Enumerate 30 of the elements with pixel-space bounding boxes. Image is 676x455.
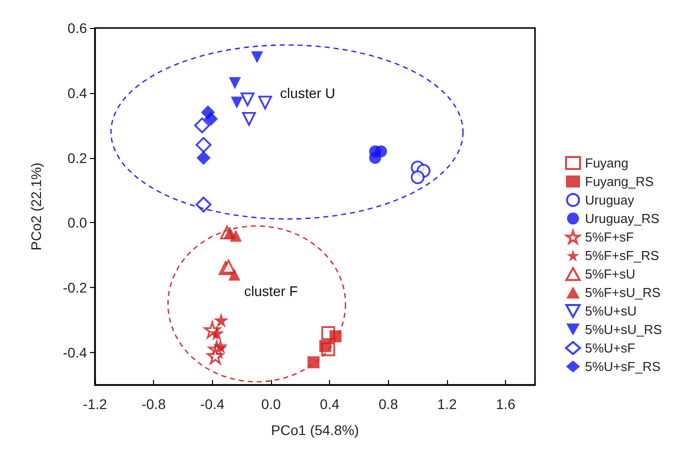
x-axis-title: PCo1 (54.8%) xyxy=(271,422,359,438)
legend-label: Fuyang xyxy=(585,156,628,170)
legend-label: 5%F+sF_RS xyxy=(585,248,660,263)
legend-label: 5%F+sU xyxy=(585,266,636,282)
y-tick-label: -0.4 xyxy=(62,344,88,361)
annotation: cluster U xyxy=(280,84,336,101)
x-tick-label: 0.0 xyxy=(261,396,281,412)
x-tick-label: 0.8 xyxy=(378,396,398,412)
legend-label: 5%U+sF xyxy=(585,340,636,356)
legend-label: 5%U+sU xyxy=(585,304,637,318)
legend-label: Fuyang_RS xyxy=(585,174,654,189)
x-tick-label: -0.4 xyxy=(200,396,225,412)
x-tick-label: 1.6 xyxy=(496,396,516,412)
legend-label: 5%U+sU_RS xyxy=(585,322,662,337)
legend-label: Uruguay_RS xyxy=(585,211,660,226)
legend-label: Uruguay xyxy=(585,192,635,208)
y-axis-title: PCo2 (22.1%) xyxy=(28,162,44,250)
x-tick-label: -0.8 xyxy=(142,396,166,412)
legend-label: 5%F+sU_RS xyxy=(585,285,661,300)
legend-label: 5%F+sF xyxy=(585,230,634,244)
x-tick-label: 1.2 xyxy=(437,396,457,412)
annotation: cluster F xyxy=(244,282,298,299)
y-tick-label: 0.2 xyxy=(68,150,88,166)
x-tick-label: -1.2 xyxy=(82,396,108,412)
y-tick-label: -0.2 xyxy=(62,280,88,296)
y-tick-label: 0.0 xyxy=(68,214,88,231)
legend-label: 5%U+sF_RS xyxy=(585,359,661,374)
y-tick-label: 0.4 xyxy=(68,84,88,101)
y-tick-label: 0.6 xyxy=(68,20,88,36)
x-tick-label: 0.4 xyxy=(320,396,340,412)
